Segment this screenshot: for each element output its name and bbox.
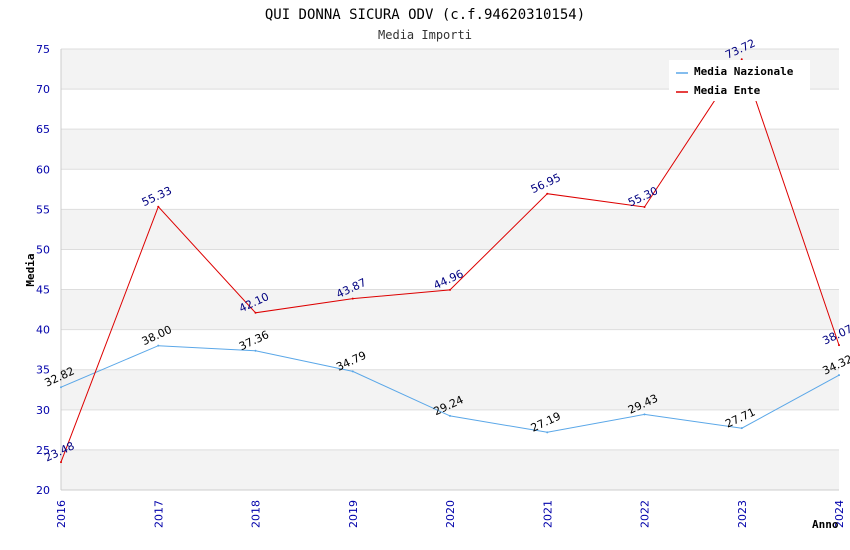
x-tick-label: 2022 [639,500,652,528]
y-tick-label: 25 [36,444,50,457]
grid-band [61,209,839,250]
x-tick-label: 2023 [736,500,749,528]
x-tick-label: 2017 [152,500,165,528]
data-label: 55.30 [626,184,660,209]
legend-label-media-ente: Media Ente [694,84,761,97]
legend: Media Nazionale Media Ente [669,60,810,101]
data-point [643,205,646,208]
data-point [546,192,549,195]
grid-lines [61,48,839,491]
data-point [838,374,840,377]
data-point [546,431,549,434]
legend-box [669,60,810,101]
chart-subtitle: Media Importi [378,28,472,42]
x-axis-label: Anno [812,518,839,531]
x-tick-label: 2020 [444,500,457,528]
series-group [60,58,840,464]
grid-band [61,129,839,170]
x-tick-label: 2021 [541,500,554,528]
data-point [643,413,646,416]
data-label: 44.96 [431,267,465,292]
data-point [449,288,451,291]
data-point [351,297,354,300]
data-point [449,414,451,417]
data-point [254,349,257,352]
y-tick-label: 45 [36,284,50,297]
data-point [157,344,160,347]
grid-band [61,289,839,330]
x-tick-labels: 2016 2017 2018 2019 2020 2021 2022 2023 2024 [55,500,846,528]
y-tick-labels: 20 25 30 35 40 45 50 55 60 65 70 75 [36,43,50,497]
data-point [740,427,743,430]
data-point [351,370,354,373]
grid-bands [61,49,839,490]
y-tick-label: 70 [36,83,50,96]
y-tick-label: 30 [36,404,50,417]
y-tick-label: 65 [36,123,50,136]
y-tick-label: 75 [36,43,50,56]
grid-band [61,369,839,410]
data-point [740,58,743,61]
data-point [157,205,160,208]
data-point [838,344,840,347]
data-point [254,311,257,314]
y-axis-label: Media [24,253,37,286]
data-label: 55.33 [140,184,174,209]
y-tick-label: 35 [36,364,50,377]
data-label: 27.19 [529,410,563,435]
data-point [60,461,62,464]
x-tick-label: 2019 [347,500,360,528]
y-tick-label: 50 [36,243,50,256]
y-tick-label: 55 [36,203,50,216]
data-point [60,386,62,389]
y-tick-label: 60 [36,163,50,176]
grid-band [61,449,839,490]
y-tick-label: 40 [36,324,50,337]
data-label: 56.95 [529,171,563,196]
y-tick-label: 20 [36,484,50,497]
legend-label-media-nazionale: Media Nazionale [694,65,794,78]
x-tick-label: 2024 [833,500,846,528]
data-label: 37.36 [237,328,271,353]
chart-title: QUI DONNA SICURA ODV (c.f.94620310154) [265,7,585,23]
x-tick-label: 2018 [250,500,263,528]
x-tick-label: 2016 [55,500,68,528]
